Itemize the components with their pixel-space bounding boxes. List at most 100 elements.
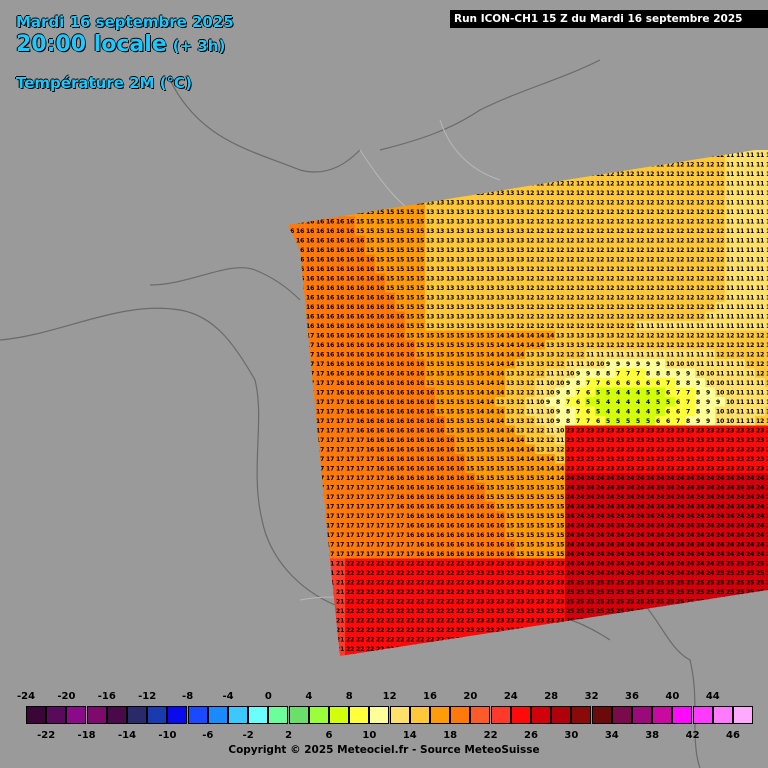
svg-text:24: 24 — [616, 523, 624, 530]
svg-text:10: 10 — [726, 390, 734, 397]
svg-text:13: 13 — [476, 162, 484, 169]
svg-text:17: 17 — [306, 485, 314, 492]
svg-text:11: 11 — [766, 276, 768, 283]
svg-text:21: 21 — [336, 589, 344, 596]
legend-top-label: 8 — [345, 691, 353, 702]
svg-text:16: 16 — [356, 418, 364, 425]
svg-text:24: 24 — [686, 504, 694, 511]
svg-text:17: 17 — [296, 333, 304, 340]
svg-text:6: 6 — [596, 418, 600, 425]
svg-text:12: 12 — [546, 181, 554, 188]
svg-text:13: 13 — [476, 181, 484, 188]
svg-text:24: 24 — [636, 532, 644, 539]
svg-text:17: 17 — [286, 361, 294, 368]
svg-text:24: 24 — [586, 551, 594, 558]
svg-text:17: 17 — [286, 466, 294, 473]
svg-text:12: 12 — [706, 209, 714, 216]
svg-text:24: 24 — [566, 504, 574, 511]
svg-text:17: 17 — [296, 323, 304, 330]
svg-text:13: 13 — [516, 162, 524, 169]
svg-text:23: 23 — [636, 456, 644, 463]
svg-text:24: 24 — [656, 523, 664, 530]
svg-text:12: 12 — [656, 247, 664, 254]
svg-text:15: 15 — [546, 485, 554, 492]
svg-text:12: 12 — [526, 238, 534, 245]
svg-text:12: 12 — [546, 276, 554, 283]
svg-text:16: 16 — [366, 333, 374, 340]
svg-text:23: 23 — [706, 428, 714, 435]
svg-text:17: 17 — [296, 314, 304, 321]
svg-text:5: 5 — [656, 390, 660, 397]
svg-text:15: 15 — [556, 523, 564, 530]
legend-bottom-label: -22 — [37, 730, 56, 741]
svg-text:13: 13 — [426, 295, 434, 302]
svg-text:23: 23 — [566, 447, 574, 454]
svg-text:9: 9 — [706, 418, 710, 425]
svg-text:13: 13 — [516, 209, 524, 216]
svg-text:12: 12 — [606, 228, 614, 235]
svg-text:15: 15 — [526, 523, 534, 530]
svg-text:12: 12 — [556, 219, 564, 226]
svg-text:11: 11 — [746, 380, 754, 387]
svg-text:24: 24 — [686, 494, 694, 501]
svg-text:12: 12 — [766, 361, 768, 368]
svg-text:15: 15 — [446, 428, 454, 435]
svg-text:21: 21 — [296, 570, 304, 577]
svg-text:24: 24 — [616, 485, 624, 492]
svg-text:12: 12 — [646, 285, 654, 292]
svg-text:12: 12 — [616, 342, 624, 349]
svg-text:24: 24 — [666, 513, 674, 520]
svg-text:17: 17 — [326, 428, 334, 435]
svg-text:15: 15 — [396, 171, 404, 178]
svg-text:16: 16 — [406, 428, 414, 435]
legend-top-label: -16 — [97, 691, 116, 702]
svg-text:16: 16 — [316, 200, 324, 207]
svg-text:24: 24 — [766, 513, 768, 520]
svg-text:13: 13 — [446, 152, 454, 159]
svg-text:23: 23 — [466, 580, 474, 587]
svg-text:24: 24 — [746, 504, 754, 511]
svg-text:11: 11 — [736, 200, 744, 207]
svg-text:16: 16 — [346, 323, 354, 330]
svg-text:17: 17 — [296, 485, 304, 492]
svg-text:15: 15 — [406, 181, 414, 188]
svg-text:11: 11 — [666, 323, 674, 330]
svg-text:17: 17 — [346, 475, 354, 482]
svg-text:16: 16 — [376, 428, 384, 435]
svg-text:15: 15 — [396, 247, 404, 254]
svg-text:15: 15 — [376, 247, 384, 254]
svg-text:25: 25 — [616, 580, 624, 587]
svg-text:12: 12 — [706, 200, 714, 207]
svg-text:17: 17 — [286, 409, 294, 416]
svg-text:16: 16 — [376, 399, 384, 406]
svg-text:14: 14 — [506, 437, 514, 444]
svg-text:16: 16 — [366, 342, 374, 349]
svg-text:11: 11 — [746, 257, 754, 264]
svg-text:15: 15 — [536, 523, 544, 530]
svg-text:23: 23 — [736, 466, 744, 473]
svg-text:15: 15 — [476, 361, 484, 368]
svg-text:17: 17 — [296, 390, 304, 397]
svg-text:24: 24 — [736, 542, 744, 549]
svg-text:6: 6 — [586, 390, 590, 397]
svg-text:12: 12 — [696, 333, 704, 340]
svg-text:12: 12 — [656, 152, 664, 159]
svg-text:13: 13 — [476, 238, 484, 245]
svg-text:11: 11 — [726, 295, 734, 302]
svg-text:23: 23 — [576, 447, 584, 454]
svg-text:16: 16 — [326, 333, 334, 340]
svg-text:15: 15 — [396, 285, 404, 292]
svg-text:16: 16 — [326, 266, 334, 273]
svg-text:25: 25 — [576, 580, 584, 587]
svg-text:15: 15 — [556, 494, 564, 501]
svg-text:17: 17 — [306, 390, 314, 397]
svg-text:17: 17 — [306, 494, 314, 501]
svg-text:17: 17 — [376, 532, 384, 539]
svg-text:21: 21 — [326, 570, 334, 577]
svg-text:15: 15 — [386, 219, 394, 226]
svg-text:17: 17 — [376, 542, 384, 549]
svg-text:24: 24 — [706, 542, 714, 549]
svg-text:11: 11 — [736, 257, 744, 264]
svg-text:13: 13 — [506, 162, 514, 169]
svg-text:16: 16 — [286, 257, 294, 264]
